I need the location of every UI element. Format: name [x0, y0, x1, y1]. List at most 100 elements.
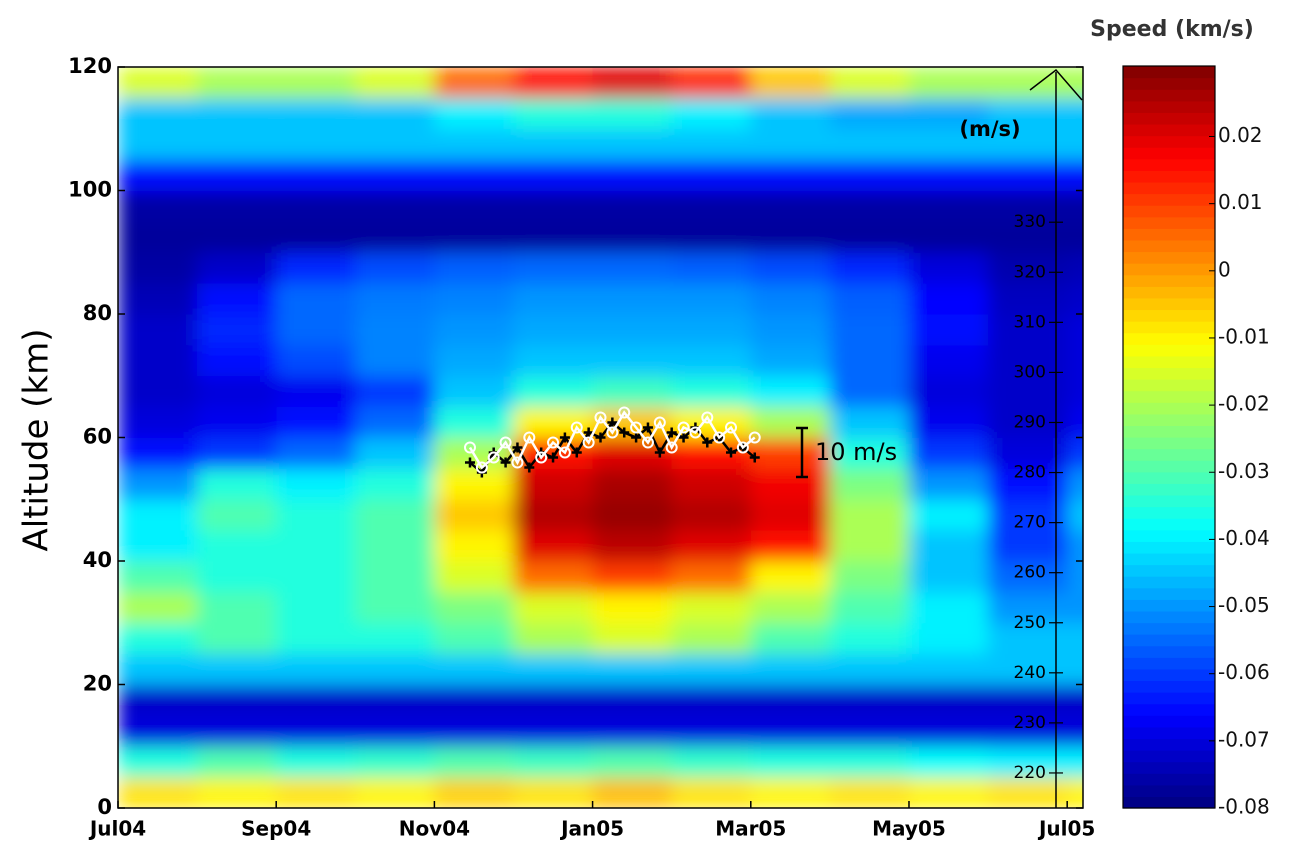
heat-cell [1067, 591, 1083, 624]
colorbar-step [1123, 112, 1215, 125]
heat-cell [434, 530, 514, 562]
series-point [725, 421, 738, 434]
heat-cell [988, 499, 1068, 531]
heat-cell [988, 468, 1068, 500]
heat-cell [750, 97, 831, 130]
heat-cell [355, 653, 435, 685]
heat-cell [1067, 159, 1083, 191]
heat-cell [750, 314, 831, 346]
heat-cell [118, 97, 198, 130]
series-point [726, 447, 737, 458]
series-point [500, 457, 511, 468]
heat-cell [750, 777, 831, 808]
heat-cell [355, 406, 435, 438]
heat-cell [434, 591, 514, 624]
colorbar: -0.08 -0.07 -0.06 -0.05 -0.04 -0.03 -0.02 -0.01… [1122, 65, 1270, 819]
heat-cell [118, 468, 198, 500]
heat-cell [355, 375, 435, 408]
colorbar-step [1123, 355, 1215, 369]
heat-cell [1067, 67, 1083, 99]
y2-tick-label: 220 [1014, 763, 1046, 783]
scale-bar-label: 10 m/s [815, 438, 897, 466]
heat-cell [355, 622, 435, 655]
heat-cell [988, 159, 1068, 191]
heat-cell [1067, 499, 1083, 531]
heat-cell [355, 67, 435, 99]
colorbar-step [1123, 228, 1215, 241]
heat-cell [197, 653, 277, 685]
heat-cell [1067, 653, 1083, 685]
series-point [619, 427, 630, 438]
heat-cell [671, 684, 752, 716]
heat-cell [118, 530, 198, 562]
heat-cell [118, 591, 198, 624]
heat-cell [592, 499, 673, 531]
colorbar-step [1123, 576, 1215, 589]
heat-cell [276, 406, 356, 438]
y-tick-label: 0 [97, 795, 112, 819]
heat-cell [355, 252, 435, 284]
colorbar-step [1123, 437, 1215, 450]
colorbar-step [1123, 89, 1215, 102]
x-tick-label: Jul05 [1037, 817, 1095, 841]
heat-cell [513, 653, 594, 685]
series-point [654, 447, 665, 458]
heat-cell [908, 437, 989, 469]
heat-cell [908, 252, 989, 284]
heat-cell [276, 344, 356, 377]
heat-cell [434, 314, 514, 346]
heat-cell [276, 190, 356, 222]
heat-cell [1067, 437, 1083, 469]
colorbar-tick-label: -0.04 [1218, 526, 1270, 550]
series-point [702, 437, 713, 448]
heat-cell [1067, 375, 1083, 408]
heat-cell [276, 437, 356, 469]
heat-cell [908, 653, 989, 685]
series-point [749, 452, 760, 463]
heat-cell [908, 97, 989, 130]
heat-cell [908, 715, 989, 747]
colorbar-step [1123, 796, 1215, 809]
colorbar-step [1123, 170, 1215, 183]
heat-cell [592, 653, 673, 685]
heat-cell [513, 375, 594, 408]
colorbar-step [1123, 506, 1215, 519]
heat-cell [197, 715, 277, 747]
heat-cell [829, 684, 910, 716]
series-point [463, 441, 476, 454]
heat-cell [355, 561, 435, 593]
heat-cell [513, 468, 594, 500]
heat-cell [434, 283, 514, 315]
heat-cell [829, 252, 910, 284]
heat-cell [829, 591, 910, 624]
colorbar-step [1123, 599, 1215, 612]
heat-cell [671, 283, 752, 315]
heat-cell [434, 622, 514, 655]
colorbar-step [1123, 668, 1215, 682]
heat-cell [513, 777, 594, 808]
heat-cell [988, 684, 1068, 716]
heat-cell [988, 591, 1068, 624]
heat-cell [671, 97, 752, 130]
heat-cell [750, 406, 831, 438]
colorbar-step [1123, 274, 1215, 287]
y-tick-label: 20 [83, 672, 112, 696]
heat-cell [1067, 252, 1083, 284]
heat-cell [592, 375, 673, 408]
heat-cell [671, 653, 752, 685]
heat-cell [750, 530, 831, 562]
heat-cell [513, 344, 594, 377]
heat-cell [592, 283, 673, 315]
heat-cell [434, 715, 514, 747]
heat-cell [671, 715, 752, 747]
heat-cell [276, 221, 356, 253]
y2-tick-label: 240 [1014, 663, 1046, 683]
heat-cell [434, 375, 514, 408]
x-tick-label: Nov04 [399, 817, 470, 841]
heat-cell [513, 221, 594, 253]
heat-cell [118, 715, 198, 747]
heat-cell [592, 777, 673, 808]
heat-cell [197, 344, 277, 377]
heat-cell [988, 344, 1068, 377]
heat-cell [197, 561, 277, 593]
